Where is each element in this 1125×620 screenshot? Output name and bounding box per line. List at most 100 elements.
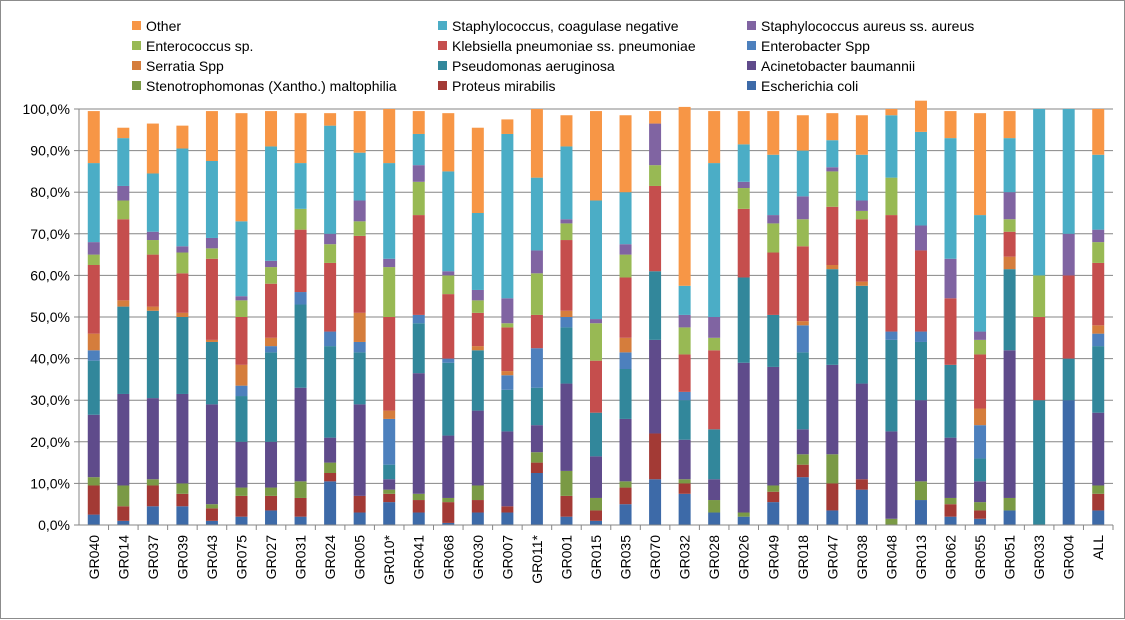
bar-segment-other [914,100,927,132]
bar-segment-enterococcus-sp [442,275,455,295]
bar-segment-other [176,125,189,149]
bar-segment-staphylococcus-aureus-ss-aureus [1003,192,1016,220]
bar-segment-serratia-spp [471,346,484,351]
x-tick-label: GR028 [706,535,722,580]
bar-segment-proteus-mirabilis [678,483,691,494]
bar-segment-staphylococcus-coagulase-negative [914,131,927,226]
bar-segment-other [708,111,721,164]
bar-segment-enterobacter-spp [412,314,425,324]
bar-segment-staphylococcus-coagulase-negative [826,140,839,168]
bar-segment-escherichia-coli [294,516,307,525]
bar-segment-acinetobacter-baumannii [205,404,218,505]
bar-segment-serratia-spp [501,371,514,376]
bar-stack-all [1092,109,1105,525]
bar-segment-enterobacter-spp [1092,333,1105,347]
bar-segment-enterobacter-spp [530,348,543,388]
bar-segment-enterococcus-sp [619,254,632,278]
bar-stack-gr004 [1062,109,1075,525]
bar-segment-serratia-spp [974,408,987,426]
bar-segment-stenotrophomonas-xantho-maltophilia [383,489,396,494]
bar-stack-gr075 [235,113,248,525]
bar-segment-klebsiella-pneumoniae-ss-pneumoniae [1033,317,1046,401]
bar-segment-klebsiella-pneumoniae-ss-pneumoniae [530,314,543,349]
bar-segment-stenotrophomonas-xantho-maltophilia [235,487,248,496]
bar-segment-staphylococcus-coagulase-negative [560,146,573,220]
x-tick-label: GR014 [115,535,131,580]
bar-segment-pseudomonas-aeruginosa [176,317,189,394]
bar-segment-staphylococcus-aureus-ss-aureus [265,260,278,268]
bar-segment-stenotrophomonas-xantho-maltophilia [708,500,721,513]
bar-segment-enterobacter-spp [560,317,573,328]
bar-segment-enterococcus-sp [560,223,573,241]
x-tick-label: GR049 [765,535,781,580]
bar-segment-staphylococcus-aureus-ss-aureus [826,167,839,172]
bar-segment-enterobacter-spp [383,418,396,465]
bar-segment-staphylococcus-aureus-ss-aureus [914,225,927,251]
bar-segment-klebsiella-pneumoniae-ss-pneumoniae [826,206,839,265]
bar-segment-staphylococcus-coagulase-negative [324,125,337,234]
bar-segment-other [1003,111,1016,139]
bar-segment-klebsiella-pneumoniae-ss-pneumoniae [442,294,455,359]
bar-segment-pseudomonas-aeruginosa [974,458,987,482]
bar-segment-pseudomonas-aeruginosa [265,352,278,442]
bar-segment-klebsiella-pneumoniae-ss-pneumoniae [235,317,248,365]
bar-segment-pseudomonas-aeruginosa [1033,400,1046,525]
bar-stack-gr070 [649,111,662,525]
y-tick-label: 80,0% [30,184,70,200]
x-tick-label: GR027 [263,535,279,580]
legend-item-escherichia-coli: Escherichia coli [747,78,858,94]
bar-segment-pseudomonas-aeruginosa [1003,269,1016,351]
bar-segment-stenotrophomonas-xantho-maltophilia [678,479,691,484]
bar-segment-serratia-spp [619,337,632,353]
bar-stack-gr048 [885,109,898,525]
bar-segment-proteus-mirabilis [471,500,484,513]
bar-stack-gr035 [619,115,632,525]
bar-segment-staphylococcus-coagulase-negative [737,144,750,182]
x-tick-label: GR015 [588,535,604,580]
bar-segment-staphylococcus-aureus-ss-aureus [796,196,809,220]
bar-segment-acinetobacter-baumannii [324,437,337,463]
y-tick-label: 40,0% [30,351,70,367]
legend-swatch [747,21,756,30]
bar-segment-staphylococcus-aureus-ss-aureus [324,233,337,245]
bar-segment-other [294,113,307,164]
x-tick-label: GR004 [1061,535,1077,580]
bar-segment-staphylococcus-aureus-ss-aureus [87,242,100,255]
bar-segment-escherichia-coli [590,520,602,525]
bar-segment-pseudomonas-aeruginosa [530,387,543,426]
bar-segment-stenotrophomonas-xantho-maltophilia [885,518,898,525]
bar-segment-serratia-spp [235,364,248,386]
bar-stack-gr039 [176,125,189,525]
bar-segment-pseudomonas-aeruginosa [737,277,750,363]
bar-segment-enterococcus-sp [678,327,691,355]
bar-segment-staphylococcus-aureus-ss-aureus [412,165,425,182]
bar-segment-enterobacter-spp [235,385,248,397]
bar-segment-pseudomonas-aeruginosa [324,346,337,438]
bar-segment-other [412,111,425,134]
bar-segment-proteus-mirabilis [205,508,218,521]
bar-segment-enterobacter-spp [265,346,278,353]
bar-segment-pseudomonas-aeruginosa [501,389,514,432]
bar-segment-acinetobacter-baumannii [619,418,632,482]
bar-segment-klebsiella-pneumoniae-ss-pneumoniae [117,219,130,301]
bar-segment-enterococcus-sp [235,300,248,317]
bar-segment-klebsiella-pneumoniae-ss-pneumoniae [294,229,307,293]
bar-segment-escherichia-coli [471,512,484,525]
bar-segment-acinetobacter-baumannii [442,435,455,498]
legend-swatch [438,41,447,50]
bar-segment-pseudomonas-aeruginosa [914,341,927,401]
bar-stack-gr015 [590,111,602,525]
bar-segment-other [1092,109,1105,155]
bar-segment-enterococcus-sp [176,252,189,274]
bar-segment-enterococcus-sp [205,248,218,259]
bar-segment-other [235,113,248,222]
bar-segment-stenotrophomonas-xantho-maltophilia [205,504,218,509]
bar-segment-staphylococcus-aureus-ss-aureus [560,219,573,224]
legend-label: Enterococcus sp. [146,38,253,54]
bar-segment-escherichia-coli [708,512,721,525]
legend-item-klebsiella-pneumoniae-ss-pneumoniae: Klebsiella pneumoniae ss. pneumoniae [438,38,696,54]
bar-segment-staphylococcus-aureus-ss-aureus [678,314,691,328]
bar-segment-enterococcus-sp [383,267,396,317]
bar-segment-acinetobacter-baumannii [265,441,278,488]
bar-segment-klebsiella-pneumoniae-ss-pneumoniae [205,258,218,340]
